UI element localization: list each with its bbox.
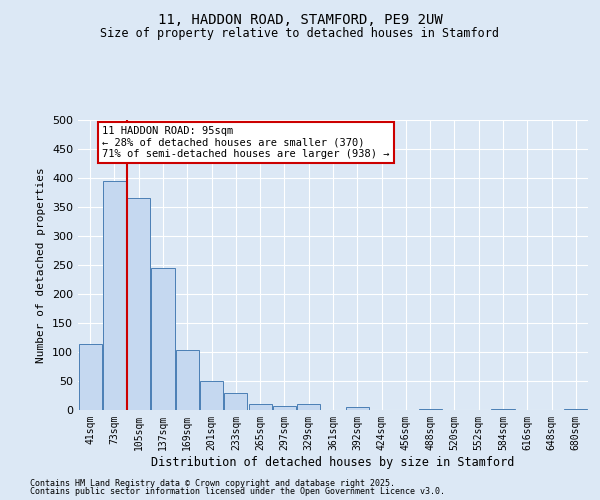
X-axis label: Distribution of detached houses by size in Stamford: Distribution of detached houses by size … — [151, 456, 515, 468]
Text: Contains HM Land Registry data © Crown copyright and database right 2025.: Contains HM Land Registry data © Crown c… — [30, 478, 395, 488]
Bar — [297, 404, 320, 410]
Bar — [273, 406, 296, 410]
Bar — [127, 198, 150, 410]
Bar — [248, 404, 272, 410]
Y-axis label: Number of detached properties: Number of detached properties — [37, 167, 46, 363]
Bar — [176, 350, 199, 410]
Text: Contains public sector information licensed under the Open Government Licence v3: Contains public sector information licen… — [30, 487, 445, 496]
Bar — [224, 392, 247, 410]
Bar — [200, 381, 223, 410]
Bar — [151, 268, 175, 410]
Bar — [565, 409, 587, 410]
Text: Size of property relative to detached houses in Stamford: Size of property relative to detached ho… — [101, 28, 499, 40]
Bar — [419, 409, 442, 410]
Bar — [346, 407, 369, 410]
Bar — [79, 344, 101, 410]
Text: 11 HADDON ROAD: 95sqm
← 28% of detached houses are smaller (370)
71% of semi-det: 11 HADDON ROAD: 95sqm ← 28% of detached … — [102, 126, 390, 159]
Bar — [491, 409, 515, 410]
Text: 11, HADDON ROAD, STAMFORD, PE9 2UW: 11, HADDON ROAD, STAMFORD, PE9 2UW — [158, 12, 442, 26]
Bar — [103, 181, 126, 410]
